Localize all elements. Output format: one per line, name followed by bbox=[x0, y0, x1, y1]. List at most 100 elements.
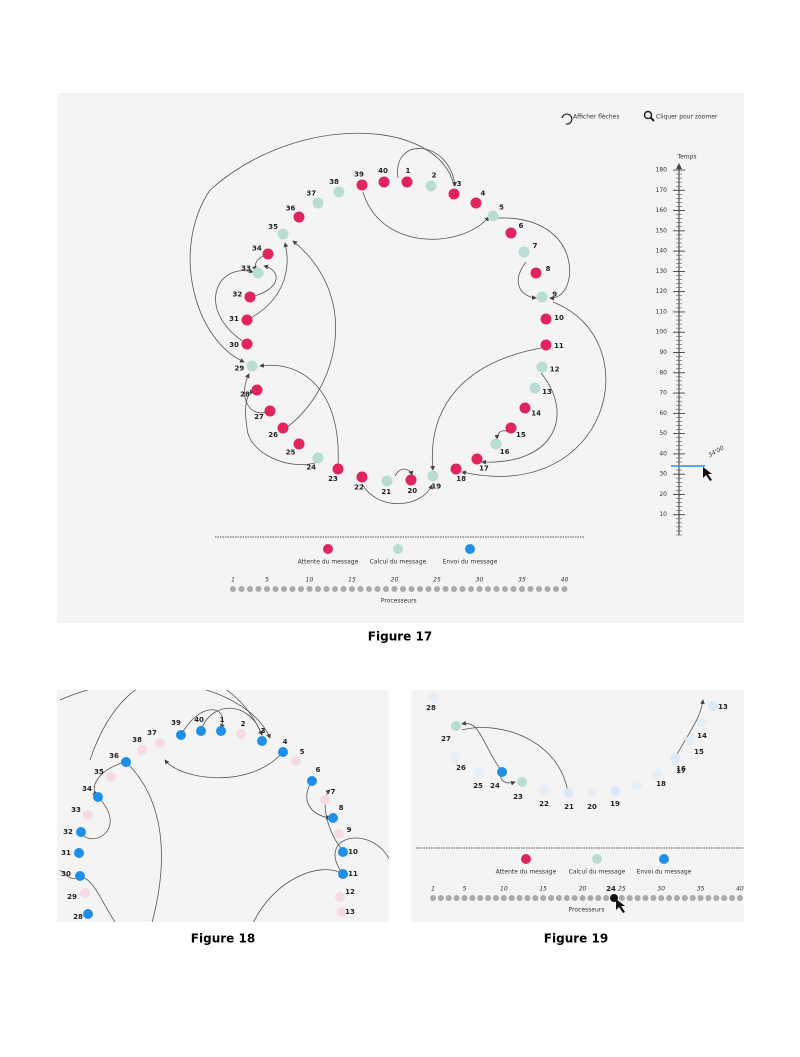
arrow bbox=[430, 347, 542, 471]
node bbox=[244, 291, 256, 303]
node bbox=[320, 795, 330, 805]
caption: Figure 17 bbox=[368, 630, 432, 644]
arrow bbox=[164, 751, 284, 779]
node bbox=[708, 701, 718, 711]
processor-dot bbox=[442, 586, 449, 592]
node-label: 35 bbox=[94, 768, 104, 776]
node bbox=[137, 745, 147, 755]
arrow bbox=[259, 363, 339, 467]
processor-dot bbox=[247, 586, 253, 592]
node-label: 14 bbox=[531, 410, 541, 418]
node-label: 2 bbox=[432, 171, 437, 179]
node-label: 29 bbox=[234, 365, 244, 373]
node bbox=[328, 813, 338, 823]
node bbox=[425, 180, 437, 192]
node-label: 19 bbox=[431, 483, 441, 491]
node-label: 4 bbox=[480, 190, 485, 198]
processor-dot bbox=[527, 586, 534, 592]
processor-dot bbox=[544, 586, 551, 592]
caption: Figure 19 bbox=[544, 932, 608, 946]
processor-tick-label: 15 bbox=[348, 577, 356, 584]
zoom-button[interactable]: Cliquer pour zoomer bbox=[643, 110, 718, 122]
arrow bbox=[89, 690, 263, 761]
node-label: 6 bbox=[518, 222, 523, 230]
processor-dot bbox=[477, 895, 484, 901]
processor-dot bbox=[400, 586, 406, 592]
node bbox=[697, 717, 707, 727]
processor-dot bbox=[332, 586, 338, 592]
processor-dot bbox=[272, 586, 279, 592]
node-label: 28 bbox=[426, 704, 436, 712]
node-label: 20 bbox=[587, 803, 597, 811]
processor-dot bbox=[673, 895, 680, 901]
arrows-button[interactable]: Afficher flèches bbox=[561, 113, 619, 125]
processor-dot bbox=[445, 895, 452, 901]
processor-dot bbox=[349, 586, 355, 592]
node-label: 15 bbox=[694, 748, 704, 756]
processor-axis-title: Processeurs bbox=[381, 598, 417, 605]
node-label: 17 bbox=[479, 464, 489, 472]
processor-dot bbox=[536, 586, 542, 592]
processor-dot bbox=[603, 895, 610, 901]
node bbox=[610, 786, 620, 796]
tick-label: 150 bbox=[656, 227, 668, 234]
processor-dot bbox=[697, 895, 704, 901]
processor-dot bbox=[548, 895, 555, 901]
node bbox=[236, 729, 246, 739]
node-label: 34 bbox=[82, 785, 92, 793]
processor-cursor-label: 24 bbox=[606, 885, 616, 893]
node bbox=[487, 210, 499, 222]
node bbox=[262, 248, 274, 260]
figure-17-ring: 1234567891011121314151617181920212223242… bbox=[189, 132, 607, 504]
arrow bbox=[189, 132, 455, 363]
node bbox=[378, 176, 390, 188]
legend-dot bbox=[659, 854, 669, 864]
node bbox=[333, 186, 345, 198]
processor-dot bbox=[430, 895, 436, 901]
processor-tick-label: 35 bbox=[518, 577, 526, 584]
node bbox=[257, 736, 267, 746]
arrow bbox=[246, 242, 289, 321]
arrow bbox=[394, 468, 414, 477]
processor-tick-label: 20 bbox=[579, 886, 587, 893]
processor-dot bbox=[493, 586, 500, 592]
legend-label: Attente du message bbox=[298, 559, 359, 566]
arrow bbox=[306, 780, 331, 820]
processor-dot bbox=[524, 895, 531, 901]
pointer bbox=[703, 467, 712, 482]
processor-dot bbox=[425, 586, 432, 592]
node-label: 27 bbox=[254, 413, 264, 421]
arrow bbox=[59, 690, 271, 739]
arrow bbox=[334, 837, 389, 875]
node-label: 8 bbox=[339, 804, 344, 812]
tick-label: 180 bbox=[656, 167, 668, 174]
processor-dot bbox=[451, 586, 457, 592]
processor-tick-label: 20 bbox=[391, 577, 399, 584]
processor-axis-title: Processeurs bbox=[569, 907, 605, 914]
tick-label: 20 bbox=[659, 491, 667, 498]
node bbox=[93, 792, 103, 802]
processor-dot bbox=[508, 895, 515, 901]
processor-dot bbox=[289, 586, 296, 592]
node bbox=[293, 438, 305, 450]
node bbox=[470, 197, 482, 209]
processor-dot bbox=[383, 586, 389, 592]
node-label: 21 bbox=[381, 488, 391, 496]
node-label: 38 bbox=[132, 736, 142, 744]
node bbox=[670, 753, 680, 763]
node-label: 39 bbox=[354, 170, 364, 178]
processor-dot bbox=[587, 895, 594, 901]
legend-label: Envoi du message bbox=[443, 559, 498, 566]
node bbox=[517, 777, 527, 787]
node-label: 23 bbox=[328, 475, 338, 483]
tick-label: 130 bbox=[656, 268, 668, 275]
arrow bbox=[125, 761, 162, 922]
processor-dot bbox=[264, 586, 270, 592]
processor-dot bbox=[510, 586, 517, 592]
node bbox=[540, 339, 552, 351]
node-label: 36 bbox=[286, 205, 296, 213]
node-label: 35 bbox=[268, 223, 278, 231]
node-label: 38 bbox=[329, 178, 339, 186]
arrow bbox=[461, 301, 607, 477]
node-label: 22 bbox=[354, 484, 364, 492]
